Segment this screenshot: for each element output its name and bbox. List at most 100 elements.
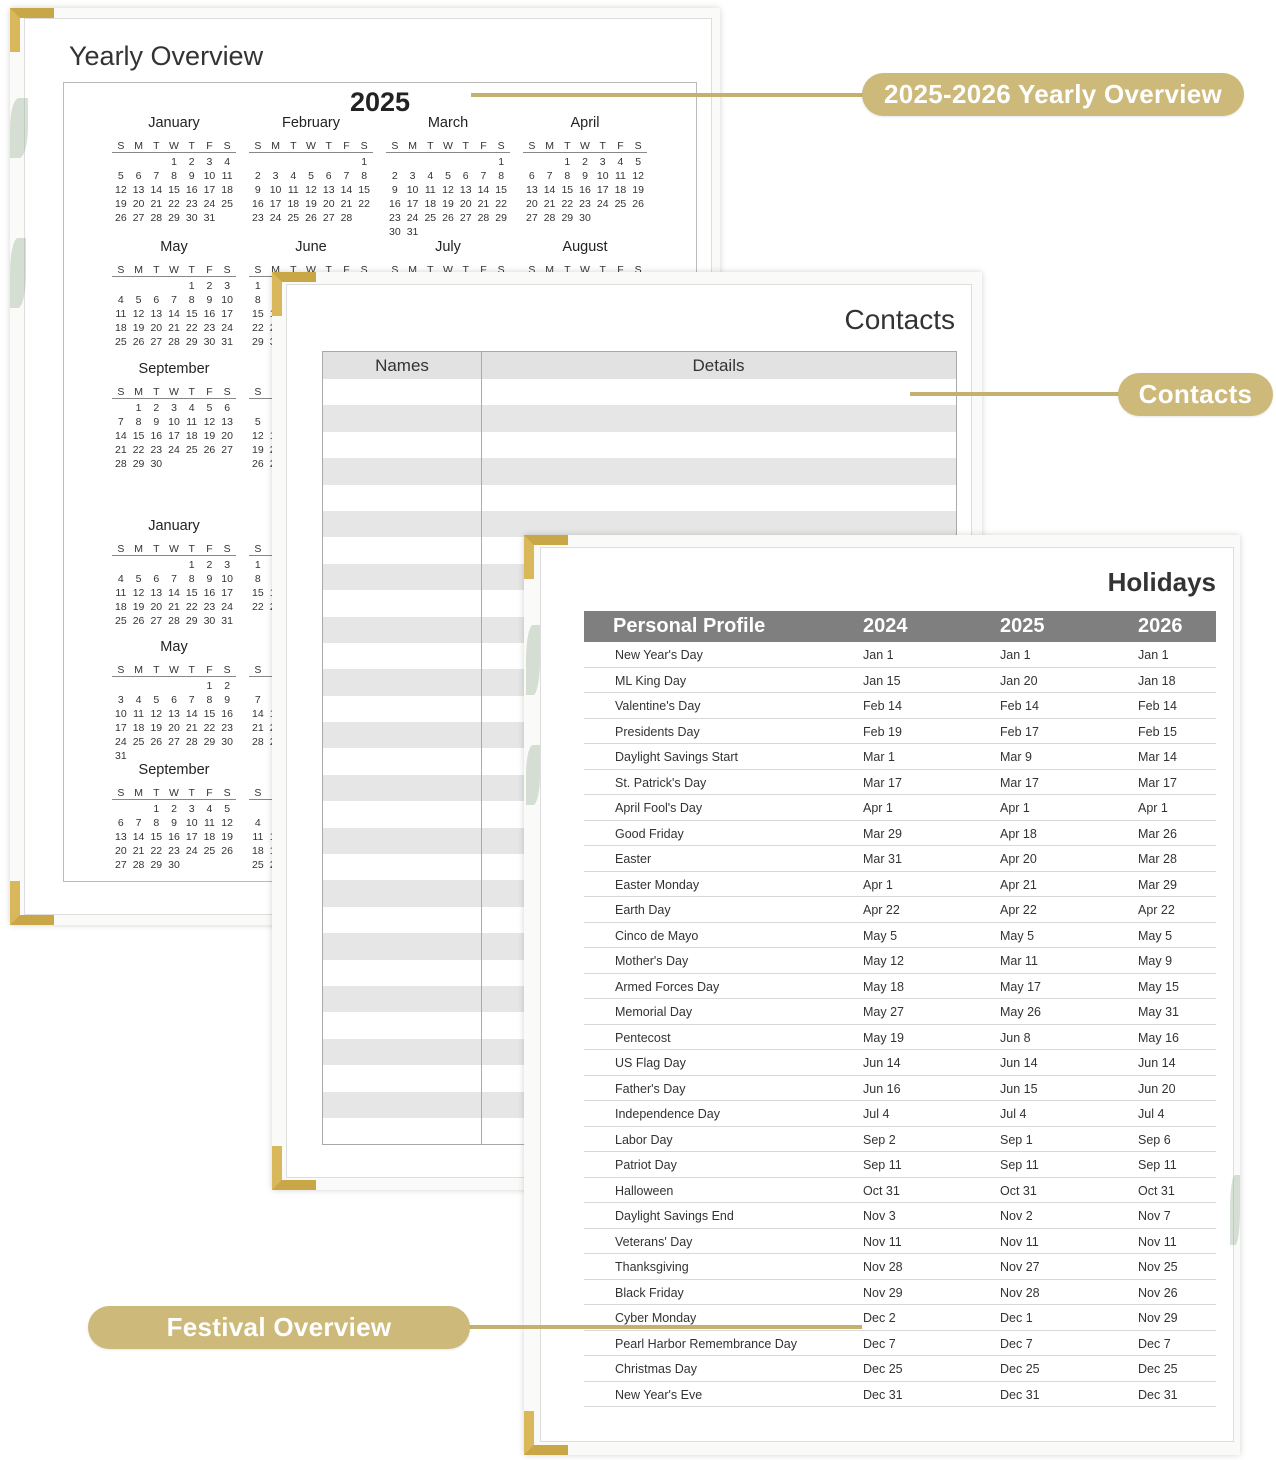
day-cell: 31 — [115, 750, 127, 763]
day-cell: 27 — [132, 212, 145, 225]
day-cell: 12 — [632, 170, 644, 183]
date-2026: Nov 7 — [1138, 1209, 1171, 1223]
day-cell: 9 — [206, 573, 213, 586]
day-cell: 2 — [254, 170, 261, 183]
date-2024: Nov 28 — [863, 1260, 903, 1274]
date-2025: Dec 1 — [1000, 1311, 1033, 1325]
day-cell: 4 — [617, 156, 624, 168]
day-cell: 5 — [224, 803, 231, 815]
day-cell: 16 — [150, 430, 163, 443]
date-2024: Sep 2 — [863, 1132, 896, 1147]
weekday-label: S — [497, 264, 505, 276]
holiday-row: Memorial Day May 27 May 26 May 31 — [584, 999, 1216, 1025]
table-header: Names Details — [323, 352, 956, 379]
date-2025: Sep 11 — [1000, 1158, 1039, 1172]
day-cell: 6 — [462, 170, 469, 183]
day-cell: 1 — [254, 559, 261, 571]
day-cell: 22 — [252, 322, 264, 335]
date-2024: Apr 1 — [863, 877, 893, 892]
day-cell: 20 — [150, 601, 163, 614]
holiday-name: Labor Day — [615, 1132, 673, 1147]
weekday-label: W — [169, 543, 179, 555]
weekday-label: T — [290, 264, 297, 276]
callout-yearly-overview: 2025-2026 Yearly Overview — [862, 73, 1244, 116]
day-cell: 8 — [188, 294, 195, 307]
weekday-label: W — [443, 264, 453, 276]
holiday-row: Cinco de Mayo May 5 May 5 May 5 — [584, 923, 1216, 948]
contact-row[interactable] — [323, 379, 956, 405]
day-cell: 15 — [150, 831, 163, 844]
empty-day — [320, 155, 338, 169]
date-2025: Jul 4 — [1000, 1107, 1027, 1121]
day-cell: 2 — [206, 280, 213, 292]
contact-row[interactable] — [323, 458, 956, 485]
day-cell: 13 — [168, 708, 180, 721]
weekday-label: S — [391, 264, 399, 276]
contact-row[interactable] — [323, 485, 956, 511]
weekday-label: F — [206, 264, 213, 276]
day-cell: 6 — [117, 817, 124, 830]
date-2026: Nov 25 — [1138, 1260, 1178, 1274]
day-cell: 27 — [168, 736, 180, 749]
day-cell: 6 — [153, 573, 160, 586]
day-cell: 9 — [153, 416, 160, 429]
holiday-name: Cyber Monday — [615, 1311, 697, 1325]
contact-row[interactable] — [323, 405, 956, 432]
day-cell: 14 — [132, 831, 145, 844]
day-cell: 21 — [150, 198, 163, 211]
day-cell: 26 — [252, 458, 264, 471]
weekday-label: T — [153, 787, 160, 799]
date-2026: Dec 25 — [1138, 1362, 1178, 1376]
contact-row[interactable] — [323, 510, 956, 538]
weekday-label: S — [117, 543, 125, 555]
weekday-label: S — [254, 386, 262, 398]
day-cell: 14 — [115, 430, 127, 443]
day-cell: 16 — [579, 184, 591, 197]
day-cell: 31 — [203, 212, 216, 225]
contact-row[interactable] — [323, 432, 956, 458]
day-cell: 21 — [132, 845, 145, 858]
day-cell: 9 — [171, 817, 177, 830]
date-2024: Apr 1 — [863, 801, 893, 815]
empty-day — [541, 155, 559, 169]
weekday-label: S — [117, 264, 125, 276]
date-2025: Nov 11 — [1000, 1234, 1039, 1249]
column-header-2025: 2025 — [1000, 615, 1045, 637]
weekday-label: F — [206, 386, 213, 398]
holiday-name: Veterans' Day — [615, 1234, 693, 1249]
callout-festival-overview: Festival Overview — [88, 1306, 470, 1349]
day-cell: 7 — [188, 694, 195, 707]
callout-line — [471, 93, 863, 97]
date-2024: May 18 — [863, 979, 904, 994]
day-cell: 23 — [150, 444, 163, 457]
date-2026: Jun 14 — [1138, 1056, 1176, 1070]
day-cell: 3 — [206, 156, 213, 168]
weekday-label: T — [153, 264, 160, 276]
weekday-label: T — [153, 140, 160, 152]
callout-line — [910, 392, 1120, 396]
day-cell: 30 — [150, 458, 163, 471]
day-cell: 25 — [287, 212, 300, 225]
weekday-label: S — [223, 386, 231, 398]
holiday-name: Valentine's Day — [615, 699, 701, 713]
day-cell: 31 — [221, 336, 233, 349]
weekday-label: W — [443, 140, 453, 152]
day-cell: 12 — [221, 817, 233, 830]
day-cell: 22 — [185, 601, 198, 614]
table-header: Personal Profile 2024 2025 2026 — [584, 611, 1216, 642]
day-cell: 29 — [495, 212, 507, 225]
day-cell: 21 — [168, 322, 180, 335]
day-cell: 13 — [459, 184, 472, 197]
holiday-row: New Year's Eve Dec 31 Dec 31 Dec 31 — [584, 1382, 1216, 1407]
date-2025: Feb 14 — [1000, 699, 1039, 713]
holiday-name: New Year's Day — [615, 648, 703, 662]
leaf-decoration — [526, 625, 540, 695]
day-cell: 25 — [115, 336, 127, 349]
holiday-name: Halloween — [615, 1183, 674, 1198]
day-cell: 19 — [150, 722, 163, 735]
